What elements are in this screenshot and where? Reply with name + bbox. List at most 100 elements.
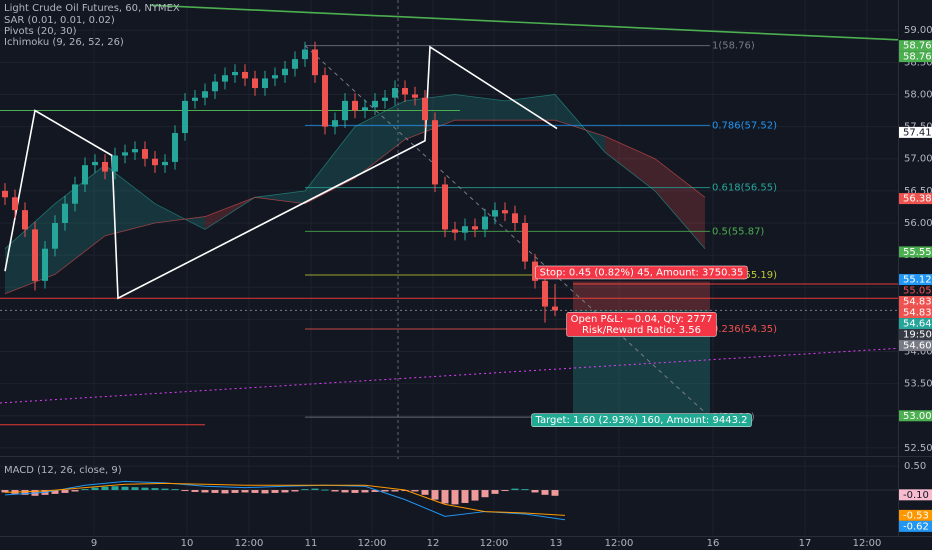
x-tick-label: 12:00 (235, 538, 264, 549)
candle-body (152, 158, 158, 166)
candle-body (82, 165, 88, 185)
candle-body (32, 229, 38, 281)
pnl-label-text: Risk/Reward Ratio: 3.56 (582, 325, 701, 336)
price-badge-label: -0.53 (903, 510, 929, 521)
price-badge-label: 54.83 (903, 297, 932, 308)
price-badge-label: 54.64 (903, 319, 932, 330)
macd-histogram-bar (481, 490, 489, 498)
fib-label: 0.786(57.52) (712, 120, 777, 131)
ichimoku-cloud (505, 94, 555, 121)
price-badge (899, 285, 932, 297)
candle-body (542, 280, 548, 307)
candle-body (262, 78, 268, 89)
macd-histogram-bar (141, 487, 149, 491)
ichimoku-cloud (55, 165, 105, 275)
candle-body (232, 71, 238, 76)
candle-body (332, 120, 338, 127)
macd-histogram-bar (511, 488, 519, 491)
macd-histogram-bar (451, 490, 459, 505)
candle-body (252, 78, 258, 89)
macd-histogram-bar (51, 490, 59, 494)
candle-body (412, 94, 418, 98)
price-badge-label: 55.05 (903, 286, 932, 297)
candle-body (72, 184, 78, 204)
cloud-edge (4, 119, 706, 295)
macd-signal-line (4, 482, 566, 516)
y-tick-label: 57.00 (904, 154, 932, 165)
macd-histogram-bar (331, 490, 339, 492)
price-badge (899, 410, 932, 422)
candle-body (482, 216, 488, 230)
candle-body (212, 81, 218, 92)
macd-histogram-bar (551, 490, 559, 496)
candle-body (452, 229, 458, 233)
macd-histogram-bar (201, 490, 209, 493)
candle-body (282, 68, 288, 76)
stop-zone (573, 281, 710, 311)
macd-histogram-bar (231, 490, 239, 493)
candle-body (532, 261, 538, 281)
ichimoku-cloud (255, 190, 305, 204)
macd-histogram-bar (371, 490, 379, 492)
cloud-edge (4, 94, 706, 250)
macd-histogram-bar (351, 490, 359, 493)
macd-histogram-bar (361, 490, 369, 493)
price-badge (899, 489, 932, 501)
candle-body (442, 184, 448, 230)
target-label: Target: 1.60 (2.93%) 160, Amount: 9443.2 (531, 413, 752, 427)
ichimoku-cloud (405, 94, 455, 140)
candle-body (242, 71, 248, 79)
x-tick-label: 10 (181, 538, 194, 549)
indicator-label: Pivots (20, 30) (4, 26, 77, 37)
macd-histogram-bar (431, 490, 439, 500)
candle-body (2, 190, 8, 198)
x-tick-label: 12:00 (605, 538, 634, 549)
price-badge (899, 329, 932, 341)
candle-body (392, 88, 398, 98)
macd-histogram-bar (261, 490, 269, 494)
price-badge-label: -0.10 (903, 490, 929, 501)
macd-histogram-bar (161, 488, 169, 491)
macd-histogram-bar (1, 490, 9, 493)
macd-histogram-bar (411, 490, 419, 492)
macd-histogram-bar (271, 490, 279, 493)
macd-histogram-bar (391, 490, 399, 492)
macd-histogram-bar (541, 490, 549, 495)
price-badge-label: -0.62 (903, 521, 929, 532)
x-tick-label: 12:00 (853, 538, 882, 549)
price-badge (899, 296, 932, 308)
price-badge-label: 54.60 (903, 341, 932, 352)
macd-histogram-bar (421, 490, 429, 495)
price-badge-label: 54.83 (903, 308, 932, 319)
macd-histogram-bar (101, 486, 109, 491)
trend-line (149, 4, 899, 41)
trend-line (304, 45, 711, 418)
candle-body (42, 248, 48, 281)
price-badge-label: 56.38 (903, 194, 932, 205)
macd-histogram-bar (211, 490, 219, 493)
fib-label: 0.618(56.55) (712, 183, 777, 194)
indicator-label: SAR (0.01, 0.01, 0.02) (4, 15, 115, 26)
x-tick-label: 13 (550, 538, 563, 549)
candle-body (122, 152, 128, 156)
macd-histogram-bar (531, 490, 539, 493)
y-tick-label: 58.50 (904, 57, 932, 68)
macd-histogram-bar (321, 489, 329, 491)
price-badge (899, 520, 932, 532)
macd-histogram-bar (521, 489, 529, 491)
price-badge (899, 193, 932, 205)
candle-body (12, 197, 18, 211)
candle-body (422, 97, 428, 121)
macd-histogram-bar (221, 490, 229, 494)
macd-histogram-bar (471, 490, 479, 501)
fib-label: 1(58.76) (712, 41, 755, 52)
candle-body (22, 210, 28, 230)
macd-histogram-bar (61, 490, 69, 493)
x-tick-label: 12:00 (480, 538, 509, 549)
price-badge-label: 55.12 (903, 275, 932, 286)
candle-body (112, 155, 118, 172)
candle-body (302, 49, 308, 60)
macd-histogram-bar (381, 490, 389, 492)
